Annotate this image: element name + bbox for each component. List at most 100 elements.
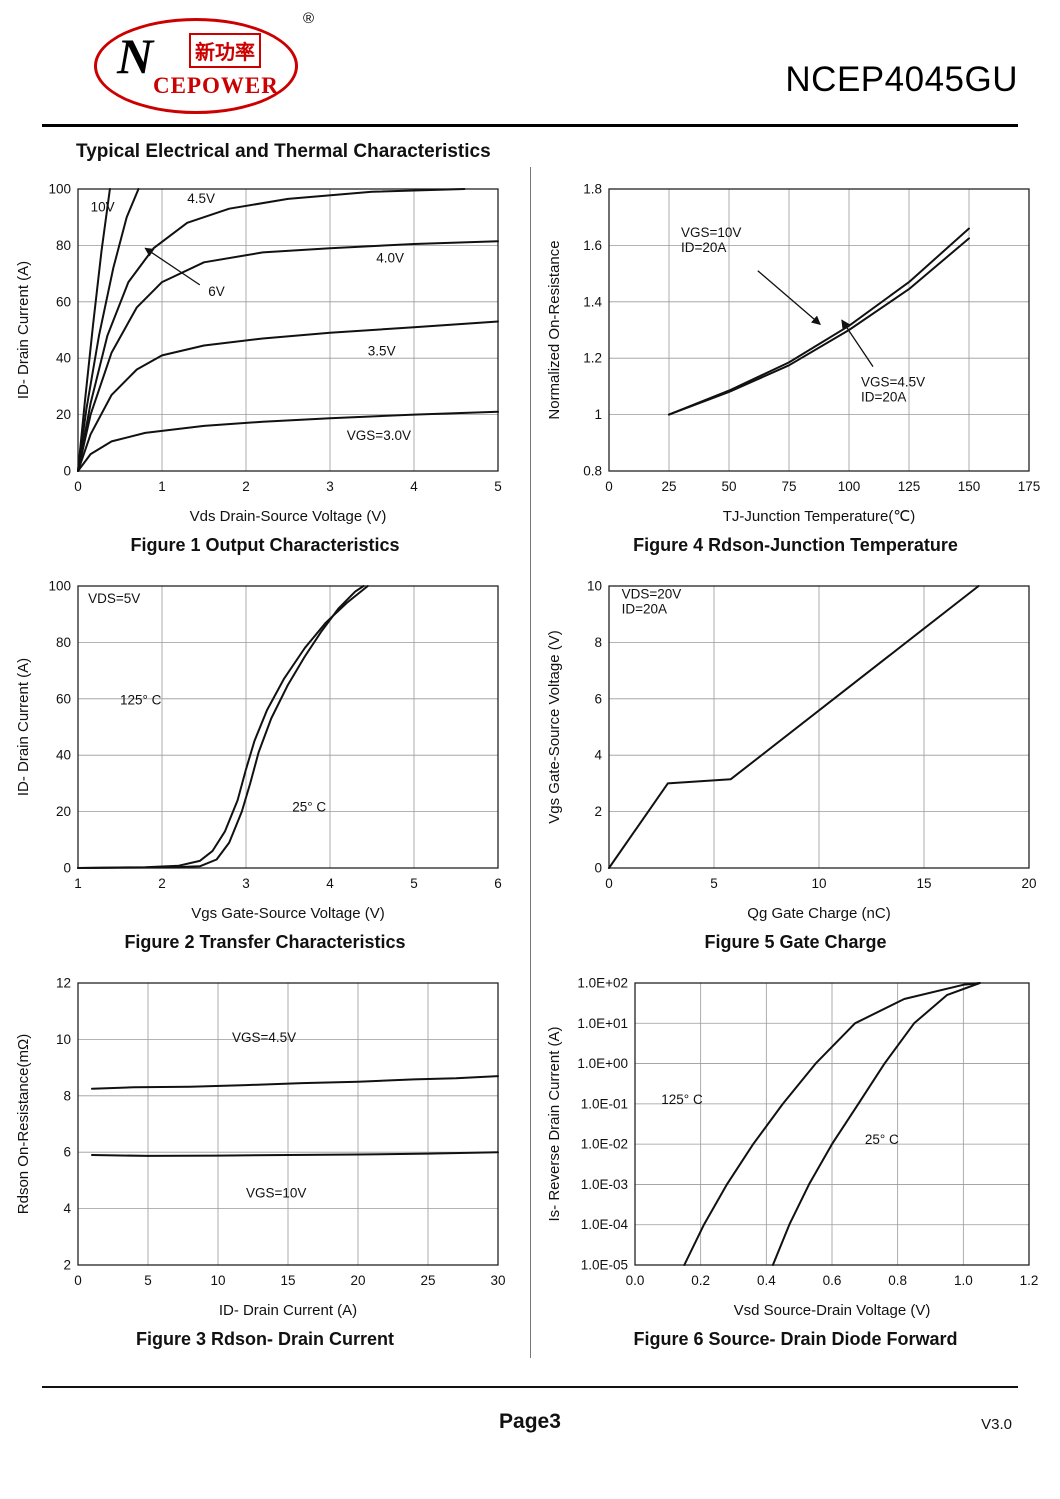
svg-text:125° C: 125° C <box>120 692 162 707</box>
figure1-output-characteristics-svg: 0 1 2 3 4 5 0 20 40 60 80 100 Vds Drain-Source Volta… <box>15 182 502 526</box>
logo-oval: N 新功率 CEPOWER <box>94 18 298 114</box>
svg-text:5: 5 <box>710 876 718 891</box>
svg-text:Qg Gate Charge (nC): Qg Gate Charge (nC) <box>747 905 890 922</box>
svg-text:VDS=5V: VDS=5V <box>88 591 140 606</box>
svg-text:4: 4 <box>326 876 334 891</box>
svg-text:1.2: 1.2 <box>583 351 602 366</box>
svg-text:0.2: 0.2 <box>691 1273 710 1288</box>
figure6-caption: Figure 6 Source- Drain Diode Forward <box>633 1329 958 1349</box>
svg-text:1.0E+01: 1.0E+01 <box>577 1016 628 1031</box>
svg-text:10V: 10V <box>91 200 115 215</box>
header: N 新功率 CEPOWER ® NCEP4045GU <box>0 0 1060 118</box>
header-rule <box>42 124 1018 127</box>
svg-text:1.4: 1.4 <box>583 294 602 309</box>
figure3-cell: 0 5 10 15 20 25 30 2 4 6 8 10 12 ID- Drain Current (A… <box>0 961 530 1358</box>
svg-text:3.5V: 3.5V <box>368 343 396 358</box>
svg-text:10: 10 <box>586 579 601 594</box>
svg-text:0: 0 <box>63 464 71 479</box>
svg-text:Normalized On-Resistance: Normalized On-Resistance <box>546 240 563 419</box>
svg-text:10: 10 <box>811 876 826 891</box>
svg-text:Vgs Gate-Source Voltage (V): Vgs Gate-Source Voltage (V) <box>191 905 384 922</box>
figure2-chart: 1 2 3 4 5 6 0 20 40 60 80 100 Vgs Gate-Source Voltag… <box>14 572 516 930</box>
svg-text:TJ-Junction Temperature(℃): TJ-Junction Temperature(℃) <box>722 508 914 525</box>
svg-text:20: 20 <box>56 407 71 422</box>
svg-text:4.5V: 4.5V <box>187 191 215 206</box>
svg-text:2: 2 <box>242 479 250 494</box>
svg-text:4.0V: 4.0V <box>376 250 404 265</box>
figure4-cell: 0 25 50 75 100 125 150 175 0.8 1 1.2 1.4 1.6 1.8 TJ-Ju… <box>530 167 1060 564</box>
section-title: Typical Electrical and Thermal Character… <box>76 141 491 162</box>
svg-text:40: 40 <box>56 748 71 763</box>
svg-text:100: 100 <box>48 579 71 594</box>
svg-text:Is- Reverse Drain Current (A): Is- Reverse Drain Current (A) <box>546 1026 563 1221</box>
figure6-source-drain-diode-forward-svg: 0.0 0.2 0.4 0.6 0.8 1.0 1.2 1.0E-05 1.0E-04 1.0E-… <box>546 976 1038 1320</box>
figure5-caption: Figure 5 Gate Charge <box>704 932 887 952</box>
svg-text:4: 4 <box>594 748 602 763</box>
svg-text:6: 6 <box>494 876 502 891</box>
svg-text:25: 25 <box>420 1273 435 1288</box>
svg-text:12: 12 <box>56 976 71 991</box>
figure3-rdson-drain-current-svg: 0 5 10 15 20 25 30 2 4 6 8 10 12 ID- Drain Current (A… <box>15 976 506 1320</box>
svg-text:125° C: 125° C <box>661 1092 703 1107</box>
svg-text:0.4: 0.4 <box>756 1273 775 1288</box>
svg-text:1.0E-03: 1.0E-03 <box>580 1177 627 1192</box>
svg-text:75: 75 <box>781 479 796 494</box>
svg-text:175: 175 <box>1017 479 1040 494</box>
svg-text:1: 1 <box>74 876 82 891</box>
registered-trademark-symbol: ® <box>302 10 314 27</box>
svg-text:0.8: 0.8 <box>583 464 602 479</box>
charts-grid: 0 1 2 3 4 5 0 20 40 60 80 100 Vds Drain-Source Volta… <box>0 167 1060 1358</box>
svg-text:0.6: 0.6 <box>822 1273 841 1288</box>
company-logo: N 新功率 CEPOWER ® <box>94 10 314 118</box>
figure5-cell: 0 5 10 15 20 0 2 4 6 8 10 Qg Gate Charge (nC) Vgs Ga… <box>530 564 1060 961</box>
svg-text:1: 1 <box>158 479 166 494</box>
svg-text:6V: 6V <box>208 284 225 299</box>
svg-text:0: 0 <box>74 479 82 494</box>
figure5-chart: 0 5 10 15 20 0 2 4 6 8 10 Qg Gate Charge (nC) Vgs Ga… <box>545 572 1047 930</box>
svg-text:80: 80 <box>56 238 71 253</box>
figure1-chart: 0 1 2 3 4 5 0 20 40 60 80 100 Vds Drain-Source Volta… <box>14 175 516 533</box>
svg-text:1.0E+00: 1.0E+00 <box>577 1056 628 1071</box>
svg-text:1.6: 1.6 <box>583 238 602 253</box>
svg-text:1.0E-04: 1.0E-04 <box>580 1217 628 1232</box>
svg-text:8: 8 <box>63 1088 71 1103</box>
svg-text:2: 2 <box>594 804 602 819</box>
svg-text:1.0E+02: 1.0E+02 <box>577 976 628 991</box>
svg-text:8: 8 <box>594 635 602 650</box>
svg-text:5: 5 <box>144 1273 152 1288</box>
logo-n-icon: N <box>117 28 154 84</box>
figure6-chart: 0.0 0.2 0.4 0.6 0.8 1.0 1.2 1.0E-05 1.0E-04 1.0E-… <box>545 969 1047 1327</box>
svg-text:6: 6 <box>63 1145 71 1160</box>
figure4-rdson-junction-temperature-svg: 0 25 50 75 100 125 150 175 0.8 1 1.2 1.4 1.6 1.8 TJ-Ju… <box>546 182 1040 526</box>
svg-text:5: 5 <box>410 876 418 891</box>
svg-text:0: 0 <box>594 861 602 876</box>
svg-text:25° C: 25° C <box>292 800 326 815</box>
figure3-chart: 0 5 10 15 20 25 30 2 4 6 8 10 12 ID- Drain Current (A… <box>14 969 516 1327</box>
svg-text:100: 100 <box>837 479 860 494</box>
svg-text:1.8: 1.8 <box>583 182 602 197</box>
svg-text:0: 0 <box>63 861 71 876</box>
svg-text:50: 50 <box>721 479 736 494</box>
svg-text:1: 1 <box>594 407 602 422</box>
svg-text:10: 10 <box>56 1032 71 1047</box>
svg-text:150: 150 <box>957 479 980 494</box>
svg-text:4: 4 <box>410 479 418 494</box>
figure3-caption: Figure 3 Rdson- Drain Current <box>135 1329 395 1349</box>
figure6-cell: 0.0 0.2 0.4 0.6 0.8 1.0 1.2 1.0E-05 1.0E-04 1.0E-… <box>530 961 1060 1358</box>
page-number: Page3 <box>499 1410 561 1433</box>
figure1-cell: 0 1 2 3 4 5 0 20 40 60 80 100 Vds Drain-Source Volta… <box>0 167 530 564</box>
svg-text:ID- Drain Current (A): ID- Drain Current (A) <box>219 1302 357 1319</box>
figure4-caption: Figure 4 Rdson-Junction Temperature <box>633 535 958 555</box>
svg-text:2: 2 <box>63 1258 71 1273</box>
svg-text:20: 20 <box>1021 876 1036 891</box>
svg-text:6: 6 <box>594 691 602 706</box>
svg-text:60: 60 <box>56 691 71 706</box>
svg-text:25: 25 <box>661 479 676 494</box>
figure2-caption: Figure 2 Transfer Characteristics <box>124 932 406 952</box>
svg-text:VGS=3.0V: VGS=3.0V <box>347 428 411 443</box>
figure1-caption: Figure 1 Output Characteristics <box>130 535 400 555</box>
svg-text:4: 4 <box>63 1201 71 1216</box>
